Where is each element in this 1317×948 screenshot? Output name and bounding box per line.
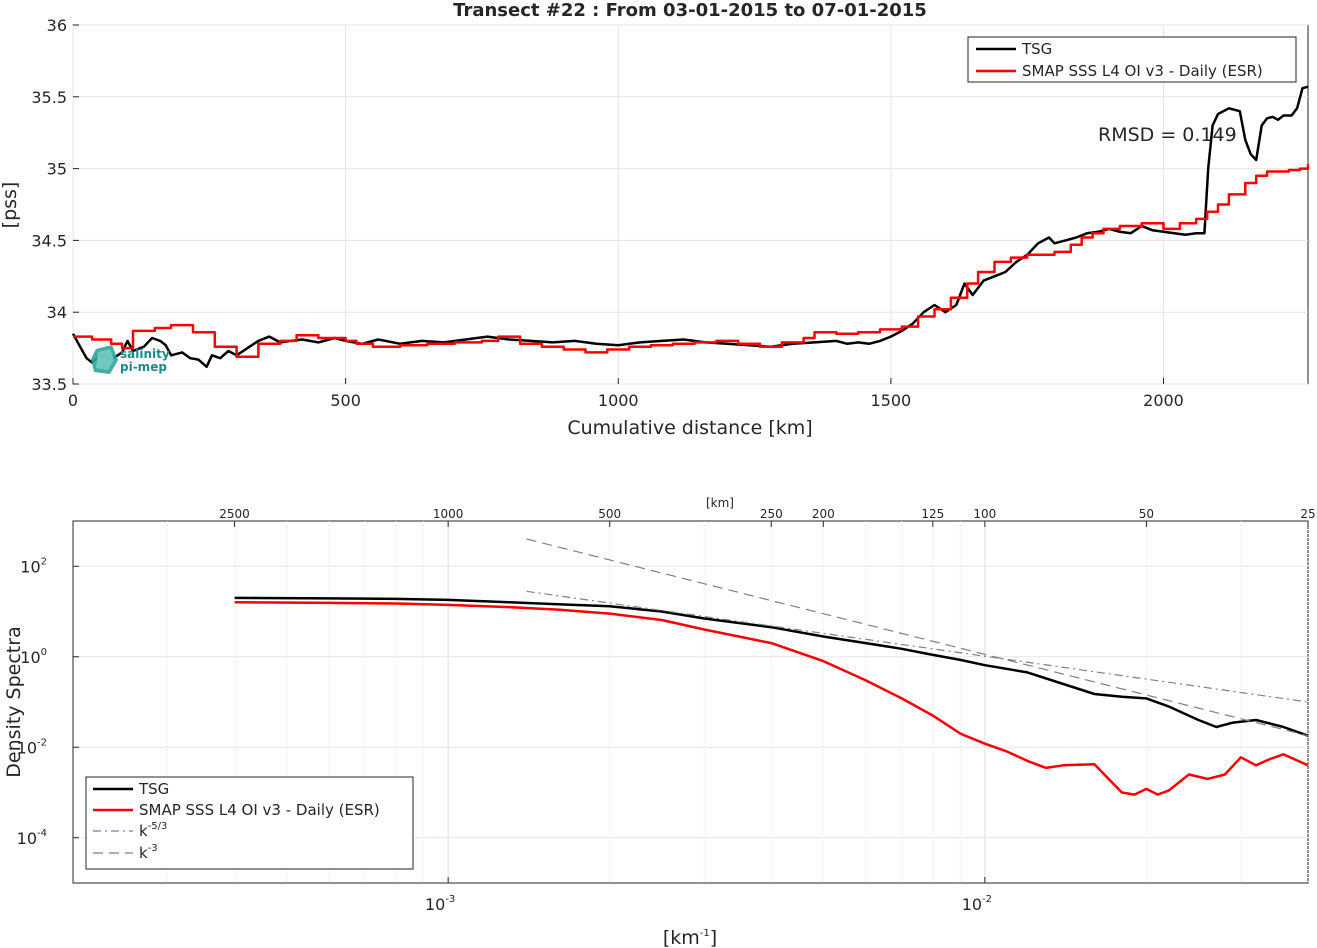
top-tick-label: 100	[973, 507, 996, 521]
logo-text-1: salinity	[120, 347, 170, 361]
smap-series-line	[73, 164, 1310, 358]
y-tick-label: 10-4	[17, 828, 47, 848]
smap-spectrum-line	[234, 601, 1309, 796]
tsg-spectrum-line	[234, 596, 1309, 737]
logo-text-2: pi-mep	[120, 360, 167, 374]
x-tick-label: 500	[330, 391, 361, 410]
y-tick-label: 36	[47, 16, 67, 35]
y-axis-label-2: Density Spectra	[3, 626, 25, 777]
legend-label-tsg: TSG	[1021, 40, 1052, 58]
x-tick-label: 10-3	[425, 894, 455, 914]
x-tick-label: 1500	[871, 391, 912, 410]
x-axis-label-2: [km-1]	[663, 927, 717, 948]
top-tick-label: 125	[921, 507, 944, 521]
top-tick-label: 200	[812, 507, 835, 521]
top-tick-label: 1000	[433, 507, 464, 521]
x-tick-label: 2000	[1143, 391, 1184, 410]
legend-2: TSG SMAP SSS L4 OI v3 - Daily (ESR) k-5/…	[85, 776, 414, 870]
grid-2	[73, 521, 1309, 883]
salinity-transect-panel: 0 500 1000 1500 2000 33.5 34 34.5 35 35.5 36 RMSD …	[0, 16, 1310, 439]
density-spectra-panel: 10-3 10-2 10-4 10-2 100 102 2500 1000 500 250 200 1…	[3, 496, 1316, 948]
k3-reference-line	[526, 538, 1309, 737]
x-tick-label: 0	[68, 391, 78, 410]
y-tick-label: 10-2	[17, 737, 47, 757]
top-tick-label: 25	[1300, 507, 1315, 521]
grid-1	[72, 24, 1308, 385]
y-tick-label: 100	[20, 647, 47, 667]
salinity-pi-mep-logo: salinity pi-mep	[91, 345, 170, 374]
plot-area-1	[72, 24, 1309, 385]
legend-box-1	[967, 36, 1297, 83]
x-tick-label: 10-2	[962, 894, 992, 914]
k53-reference-line	[526, 590, 1309, 703]
top-axis-label: [km]	[706, 496, 734, 510]
ticks-1: 0 500 1000 1500 2000 33.5 34 34.5 35 35.5 36	[31, 16, 1183, 410]
legend-label-smap-2: SMAP SSS L4 OI v3 - Daily (ESR)	[139, 801, 380, 819]
legend-label-smap: SMAP SSS L4 OI v3 - Daily (ESR)	[1022, 62, 1263, 80]
series-2	[234, 538, 1309, 796]
top-tick-label: 50	[1139, 507, 1154, 521]
top-tick-label: 500	[598, 507, 621, 521]
tsg-series-line	[71, 85, 1309, 369]
chart-title: Transect #22 : From 03-01-2015 to 07-01-…	[453, 0, 927, 21]
y-tick-label: 33.5	[31, 375, 67, 394]
series-1	[71, 85, 1310, 369]
y-tick-label: 34.5	[31, 231, 67, 250]
x-tick-label: 1000	[598, 391, 639, 410]
legend-box-2	[85, 776, 414, 870]
legend-1: TSG SMAP SSS L4 OI v3 - Daily (ESR)	[967, 36, 1297, 83]
x-axis-label-1: Cumulative distance [km]	[567, 417, 812, 439]
top-tick-label: 250	[760, 507, 783, 521]
ticks-2: 10-3 10-2 10-4 10-2 100 102 2500 1000 500 250 200 1…	[17, 507, 1316, 914]
y-tick-label: 34	[47, 303, 67, 322]
top-tick-label: 2500	[219, 507, 250, 521]
y-tick-label: 35.5	[31, 88, 67, 107]
y-tick-label: 102	[20, 556, 47, 576]
rmsd-annotation: RMSD = 0.149	[1098, 124, 1237, 146]
y-axis-label-1: [pss]	[0, 182, 21, 229]
y-tick-label: 35	[47, 160, 67, 179]
legend-label-tsg-2: TSG	[138, 780, 169, 798]
